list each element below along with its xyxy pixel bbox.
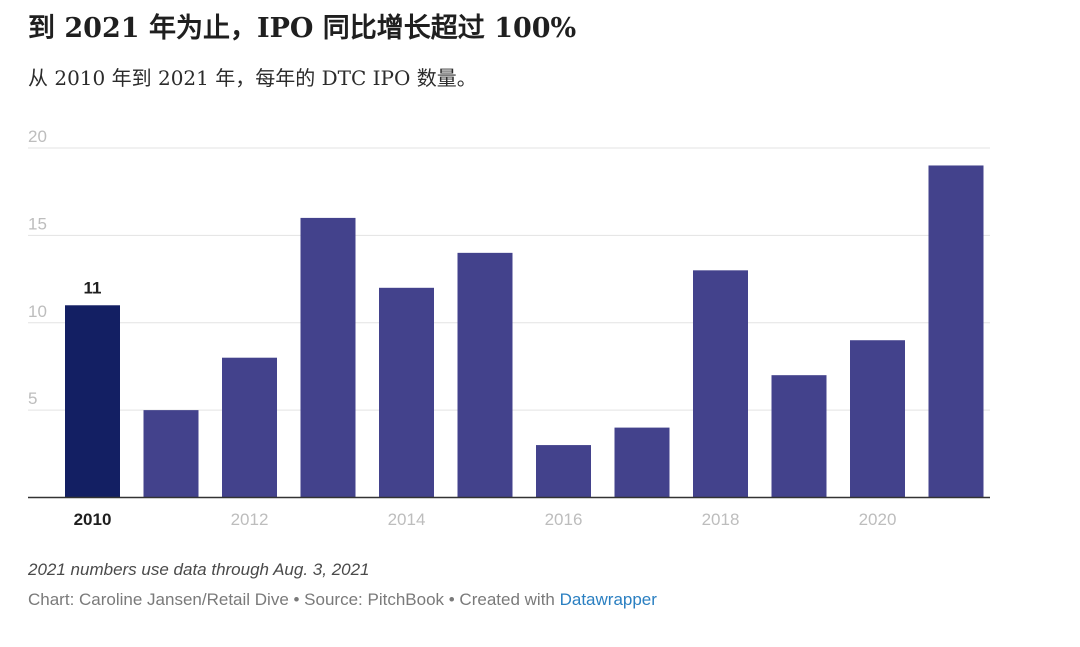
y-tick-label: 15: [28, 214, 47, 233]
bar: [379, 287, 434, 498]
x-tick-label: 2010: [74, 510, 112, 529]
bar: [222, 357, 277, 498]
bar: [300, 217, 356, 498]
x-tick-label: 2020: [859, 510, 897, 529]
bar: [850, 340, 905, 498]
bar: [693, 270, 748, 498]
chart-credits: Chart: Caroline Jansen/Retail Dive • Sou…: [28, 590, 657, 610]
chart-note: 2021 numbers use data through Aug. 3, 20…: [28, 560, 370, 579]
bar: [457, 252, 513, 498]
x-tick-label: 2012: [231, 510, 269, 529]
x-tick-label: 2014: [388, 510, 426, 529]
bar: [771, 375, 827, 498]
bar-chart: 5 10 15 20 11 2010 2012 2014 2016 2018 2020: [28, 127, 990, 529]
y-tick-label: 20: [28, 127, 47, 146]
bar: [143, 410, 199, 498]
data-label: 11: [84, 278, 102, 297]
y-tick-label: 5: [28, 389, 37, 408]
chart-subtitle: 从 2010 年到 2021 年，每年的 DTC IPO 数量。: [28, 66, 477, 90]
bar: [536, 445, 591, 498]
x-tick-label: 2018: [702, 510, 740, 529]
datawrapper-link[interactable]: Datawrapper: [559, 590, 657, 609]
bar: [928, 165, 984, 498]
bar-highlight: [65, 305, 120, 498]
y-tick-label: 10: [28, 302, 47, 321]
bar: [614, 427, 670, 498]
credits-text: Chart: Caroline Jansen/Retail Dive • Sou…: [28, 590, 560, 609]
x-tick-label: 2016: [545, 510, 583, 529]
chart-title: 到 2021 年为止，IPO 同比增长超过 100%: [28, 13, 577, 44]
